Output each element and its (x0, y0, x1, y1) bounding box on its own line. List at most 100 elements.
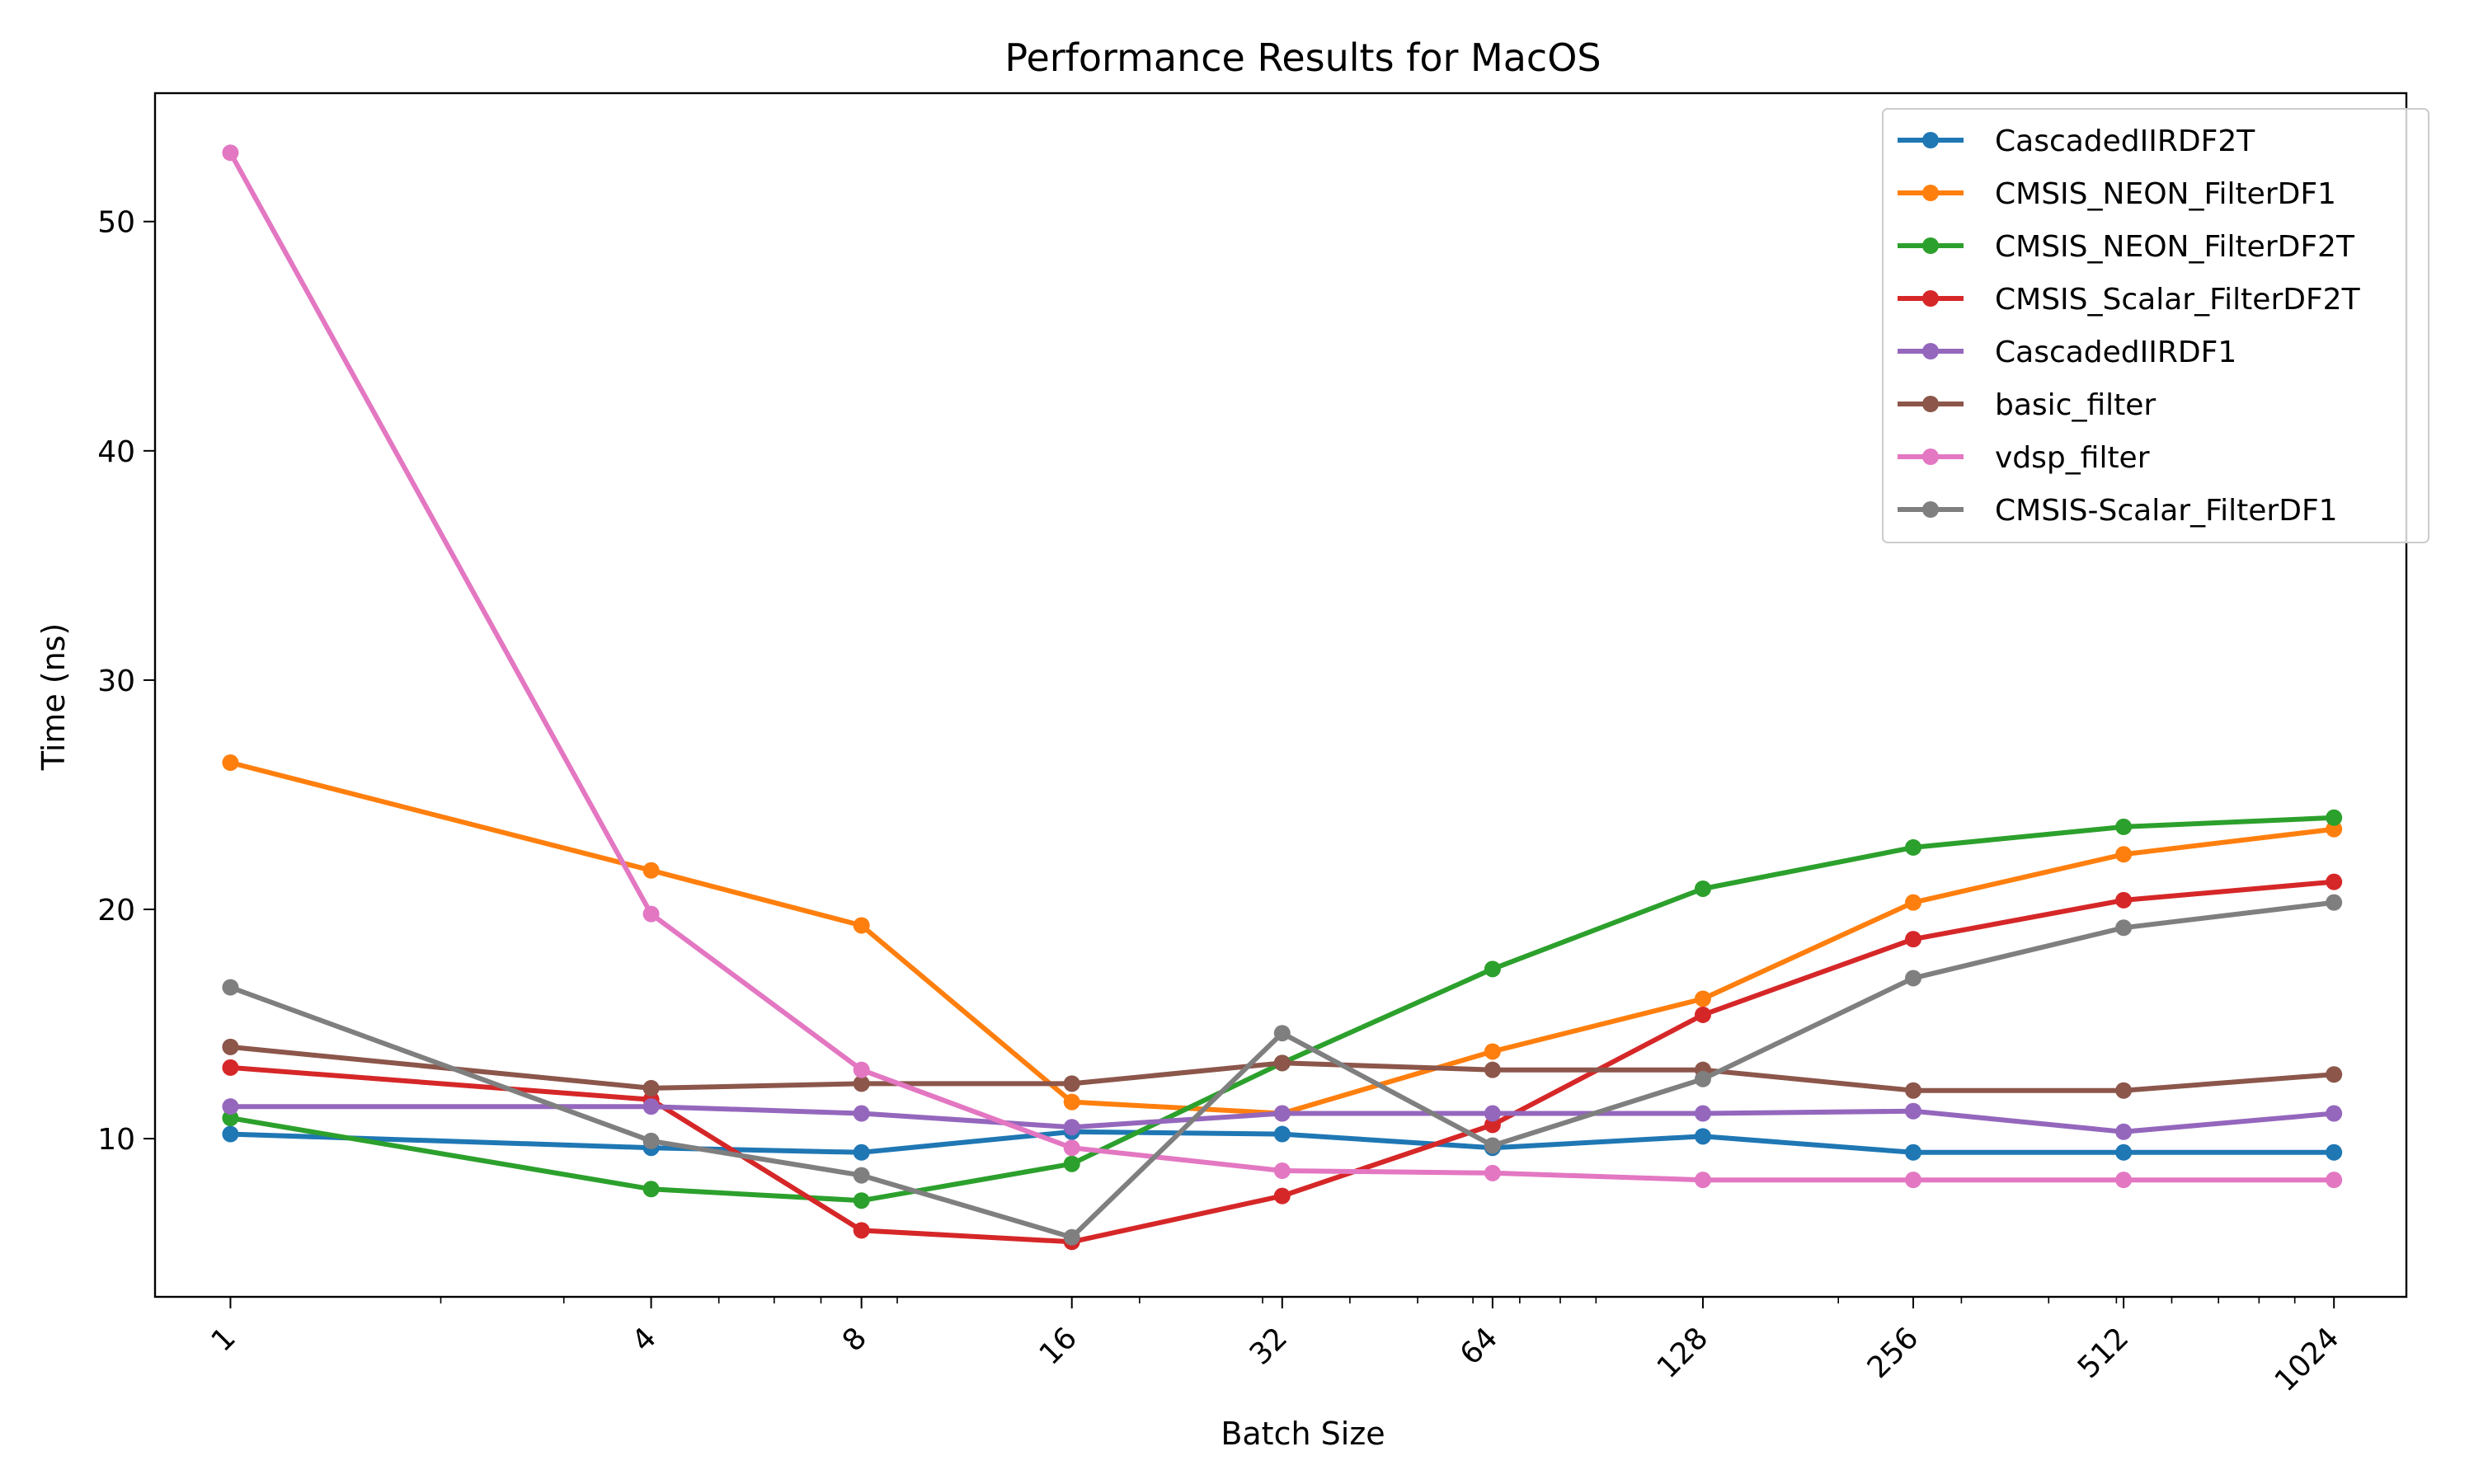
legend-marker (1922, 290, 1939, 307)
legend-box (1882, 108, 2429, 543)
data-point (853, 1167, 870, 1184)
data-point (853, 1105, 870, 1122)
series-line (228, 1044, 2337, 1093)
legend-item: CMSIS_NEON_FilterDF2T (1898, 230, 2355, 264)
data-point (1484, 1116, 1501, 1134)
data-point (1905, 931, 1922, 948)
data-point (222, 144, 239, 162)
data-point (1694, 990, 1711, 1007)
data-point (1273, 1025, 1291, 1042)
data-point (2326, 873, 2343, 890)
data-point (853, 1192, 870, 1209)
data-point (1694, 1006, 1711, 1023)
data-point (1484, 960, 1501, 978)
data-point (642, 1098, 660, 1115)
legend-marker (1922, 343, 1939, 359)
data-point (1905, 1144, 1922, 1161)
data-point (853, 1075, 870, 1092)
data-point (642, 1079, 660, 1097)
legend-marker (1922, 501, 1939, 518)
axes-frame (153, 92, 2408, 1298)
legend-label: CMSIS_NEON_FilterDF2T (1995, 230, 2355, 264)
series-line (227, 815, 2337, 1204)
data-point (2326, 1144, 2343, 1161)
y-tick-label: 10 (97, 1123, 135, 1157)
data-point (1905, 894, 1922, 911)
series-CMSIS_NEON_FilterDF1 (222, 754, 2343, 1122)
legend-item: CMSIS_Scalar_FilterDF2T (1898, 283, 2361, 317)
legend-label: basic_filter (1995, 388, 2156, 422)
series-line (228, 1104, 2337, 1134)
y-tick-label: 20 (97, 894, 135, 928)
series-line (228, 1129, 2337, 1155)
data-point (2115, 1172, 2133, 1189)
legend-marker (1922, 132, 1939, 148)
x-axis-label: Batch Size (1221, 1416, 1385, 1452)
data-point (2115, 1144, 2133, 1161)
legend: CascadedIIRDF2T CMSIS_NEON_FilterDF1 CMSIS… (1882, 108, 2429, 543)
data-point (2326, 1066, 2343, 1083)
data-point (642, 862, 660, 879)
data-point (2115, 1082, 2133, 1099)
legend-item: vdsp_filter (1898, 441, 2150, 475)
data-point (2326, 809, 2343, 826)
data-point (2326, 820, 2343, 838)
data-point (1273, 1125, 1291, 1143)
data-point (1484, 1043, 1501, 1060)
data-point (1063, 1228, 1080, 1246)
data-point (222, 1038, 239, 1055)
data-point (2115, 1123, 2133, 1140)
data-point (853, 1144, 870, 1161)
series-line (228, 879, 2337, 1245)
y-tick-label: 50 (97, 206, 135, 240)
legend-marker (1922, 237, 1939, 254)
legend-item: CMSIS-Scalar_FilterDF1 (1898, 494, 2338, 528)
data-point (1063, 1093, 1080, 1111)
data-point (1484, 1137, 1501, 1154)
series-CMSIS-Scalar_FilterDF1 (222, 894, 2343, 1246)
series-vdsp_filter (222, 144, 2343, 1189)
series-line (227, 759, 2337, 1116)
data-point (642, 1181, 660, 1198)
series-line (227, 149, 2337, 1183)
legend-label: CMSIS_NEON_FilterDF1 (1995, 177, 2336, 211)
y-tick-label: 40 (97, 435, 135, 469)
data-point (1694, 1128, 1711, 1145)
data-point (1905, 838, 1922, 856)
data-point (2115, 818, 2133, 835)
data-point (1063, 1155, 1080, 1172)
legend-label: vdsp_filter (1995, 441, 2150, 475)
legend-marker (1922, 396, 1939, 412)
data-point (1273, 1162, 1291, 1180)
legend-label: CMSIS_Scalar_FilterDF2T (1995, 283, 2361, 317)
data-point (222, 1059, 239, 1076)
data-point (2326, 1172, 2343, 1189)
data-point (853, 917, 870, 934)
data-point (1694, 1070, 1711, 1087)
data-point (1273, 1105, 1291, 1122)
data-point (222, 1110, 239, 1127)
data-point (2115, 919, 2133, 937)
data-point (1484, 1105, 1501, 1122)
y-axis-label: Time (ns) (35, 623, 72, 772)
data-point (1063, 1075, 1080, 1092)
data-point (2326, 894, 2343, 911)
data-point (2115, 846, 2133, 863)
legend-label: CascadedIIRDF1 (1995, 336, 2236, 369)
series-line (227, 899, 2337, 1240)
data-point (222, 979, 239, 996)
data-point (222, 1098, 239, 1115)
data-point (2326, 1105, 2343, 1122)
data-point (1905, 1102, 1922, 1120)
series-basic_filter (222, 1038, 2343, 1099)
data-point (1484, 1061, 1501, 1078)
legend-item: CascadedIIRDF1 (1898, 336, 2236, 369)
chart-title: Performance Results for MacOS (1004, 35, 1601, 80)
data-point (222, 1125, 239, 1143)
data-point (853, 1222, 870, 1239)
data-point (1694, 880, 1711, 897)
series-CascadedIIRDF1 (222, 1098, 2343, 1140)
data-point (1905, 1082, 1922, 1099)
data-point (853, 1061, 870, 1078)
data-point (1273, 1054, 1291, 1072)
